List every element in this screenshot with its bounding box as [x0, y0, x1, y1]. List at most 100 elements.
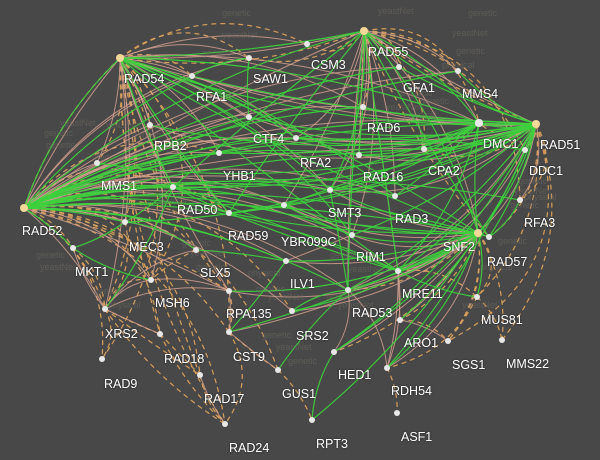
graph-node-srs2[interactable] [288, 307, 296, 315]
edge [23, 207, 230, 292]
graph-node-ctf4[interactable] [245, 113, 253, 121]
edge [333, 232, 479, 353]
graph-node-rad54[interactable] [115, 53, 125, 63]
edge [386, 367, 398, 414]
graph-node-sgs1[interactable] [444, 337, 452, 345]
graph-node-mkt1[interactable] [69, 244, 77, 252]
graph-node-rad17[interactable] [196, 371, 204, 379]
edge [246, 57, 250, 118]
graph-node-mec3[interactable] [121, 218, 129, 226]
graph-node-msh6[interactable] [147, 276, 155, 284]
graph-node-dmc1[interactable] [475, 119, 483, 127]
edge [23, 180, 396, 209]
graph-node-asf1[interactable] [393, 409, 401, 417]
graph-node-label-saw1: SAW1 [253, 72, 288, 86]
graph-node-rim1[interactable] [348, 231, 356, 239]
edge [96, 57, 121, 164]
graph-node-rad55[interactable] [359, 26, 369, 36]
edge [397, 123, 537, 272]
edge [23, 66, 400, 209]
edge [311, 232, 479, 421]
graph-node-label-rad18: RAD18 [164, 352, 205, 366]
graph-node-mms1[interactable] [93, 159, 101, 167]
edge [172, 30, 365, 188]
graph-node-mus81[interactable] [473, 293, 481, 301]
graph-node-ddc1[interactable] [521, 146, 529, 154]
graph-node-label-mkt1: MKT1 [75, 265, 109, 279]
graph-node-rad50[interactable] [169, 183, 177, 191]
edge [488, 199, 521, 238]
graph-node-rfa3[interactable] [516, 196, 524, 204]
edge [150, 249, 197, 281]
edge [488, 123, 539, 238]
graph-node-rdh54[interactable] [383, 364, 391, 372]
graph-node-gus1[interactable] [274, 366, 282, 374]
edge [283, 204, 353, 236]
graph-node-rad59[interactable] [225, 209, 233, 217]
graph-node-rad16[interactable] [355, 151, 363, 159]
edge [386, 270, 399, 369]
graph-node-xrs2[interactable] [101, 305, 109, 313]
graph-node-smt3[interactable] [326, 186, 334, 194]
graph-node-yhb1[interactable] [215, 149, 223, 157]
edge [476, 232, 492, 298]
graph-node-slx5[interactable] [192, 246, 200, 254]
edge [23, 57, 121, 209]
graph-node-snf2[interactable] [473, 228, 483, 238]
edge [119, 57, 230, 214]
edge [277, 369, 313, 421]
graph-node-rad51[interactable] [531, 119, 541, 129]
graph-node-rfa1[interactable] [188, 72, 196, 80]
graph-node-csm3[interactable] [303, 40, 311, 48]
graph-node-mms4[interactable] [454, 67, 462, 75]
edge [159, 333, 201, 376]
edge [23, 75, 193, 209]
graph-node-rad52[interactable] [19, 203, 29, 213]
graph-node-aro1[interactable] [396, 316, 404, 324]
edge [228, 123, 537, 214]
edge [329, 122, 480, 191]
edge [119, 57, 230, 292]
graph-node-label-aro1: ARO1 [404, 336, 439, 350]
edge [228, 290, 232, 333]
graph-node-rpt3[interactable] [308, 416, 316, 424]
edge [363, 30, 479, 234]
edge [358, 123, 537, 161]
graph-node-rad53[interactable] [344, 286, 352, 294]
graph-node-cpa2[interactable] [420, 145, 428, 153]
graph-node-rad18[interactable] [156, 330, 164, 338]
graph-node-rad3[interactable] [391, 192, 399, 200]
graph-node-rpa135[interactable] [225, 287, 233, 295]
graph-node-cst9[interactable] [225, 328, 233, 336]
edge [172, 186, 230, 214]
edge [224, 331, 243, 425]
edge [172, 186, 479, 234]
edge [397, 122, 480, 272]
edge [23, 207, 106, 310]
graph-node-label-rad9: RAD9 [104, 377, 138, 391]
graph-node-gfa1[interactable] [395, 63, 403, 71]
graph-node-label-rpb2: RPB2 [154, 139, 187, 153]
graph-node-ybr099c[interactable] [280, 201, 288, 209]
graph-node-label-rad24: RAD24 [229, 441, 270, 455]
graph-node-rad9[interactable] [98, 355, 106, 363]
edge [23, 192, 490, 238]
edge [347, 232, 479, 291]
graph-node-rpb2[interactable] [146, 121, 154, 129]
graph-node-rad24[interactable] [221, 420, 229, 428]
edge [329, 189, 479, 234]
graph-node-mre11[interactable] [394, 267, 402, 275]
graph-node-ilv1[interactable] [282, 257, 290, 265]
graph-node-label-mus81: MUS81 [481, 313, 523, 327]
graph-node-rad6[interactable] [359, 103, 367, 111]
graph-node-saw1[interactable] [245, 54, 253, 62]
edge [72, 221, 126, 249]
graph-node-rad57[interactable] [485, 233, 493, 241]
edge [150, 278, 230, 292]
graph-node-rfa2[interactable] [292, 134, 300, 142]
graph-node-label-rad51: RAD51 [540, 138, 581, 152]
graph-node-hed1[interactable] [330, 348, 338, 356]
graph-node-mms22[interactable] [498, 336, 506, 344]
edge [363, 30, 459, 72]
